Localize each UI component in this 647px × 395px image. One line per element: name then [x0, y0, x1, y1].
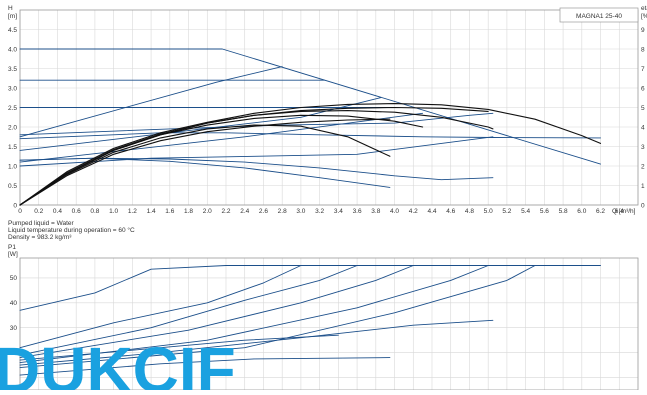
y2-axis-unit: [%]	[641, 13, 647, 20]
x-tick-label: 5.0	[484, 208, 493, 215]
x-tick-label: 3.8	[371, 208, 380, 215]
y-tick-label: 3.0	[8, 85, 17, 92]
power-curve-3	[19, 265, 358, 356]
x-tick-label: 1.0	[109, 208, 118, 215]
x-tick-label: 1.4	[147, 208, 156, 215]
y2-axis-label: eta	[641, 5, 647, 12]
x-tick-label: 4.2	[409, 208, 418, 215]
x-tick-label: 1.2	[128, 208, 137, 215]
y-tick-label: 3.5	[8, 66, 17, 73]
y2-tick-label: 4	[641, 124, 645, 131]
head-curve-8	[19, 136, 494, 167]
x-tick-label: 2.0	[203, 208, 212, 215]
note-liquid-temperature: Liquid temperature during operation = 60…	[8, 226, 135, 234]
head-curve-6	[19, 112, 424, 163]
y-tick-label: 0	[13, 202, 17, 209]
x-tick-label: 5.8	[559, 208, 568, 215]
watermark-logo: DUKCIF	[0, 334, 236, 390]
p1-axis-unit: [W]	[8, 251, 18, 258]
y2-tick-label: 0	[641, 202, 645, 209]
p1-tick-label: 40	[10, 300, 18, 307]
y-axis-label: H	[8, 5, 13, 12]
x-tick-label: 1.6	[165, 208, 174, 215]
power-curve-5	[19, 265, 489, 364]
note-pumped-liquid: Pumped liquid = Water	[8, 220, 75, 227]
x-tick-label: 5.4	[521, 208, 530, 215]
y-axis-unit: [m]	[8, 13, 17, 20]
x-tick-label: 6.4	[615, 208, 624, 215]
x-tick-label: 0.6	[72, 208, 81, 215]
head-curve-15	[19, 124, 391, 206]
series-layer	[19, 48, 602, 376]
x-tick-label: 2.2	[221, 208, 230, 215]
y-tick-label: 2.5	[8, 105, 17, 112]
x-tick-label: 2.4	[240, 208, 249, 215]
x-tick-label: 0	[18, 208, 22, 215]
x-tick-label: 2.6	[259, 208, 268, 215]
x-tick-label: 6.0	[577, 208, 586, 215]
y2-tick-label: 3	[641, 144, 645, 151]
p1-tick-label: 30	[10, 325, 18, 332]
legend-box	[559, 7, 639, 23]
y2-tick-label: 9	[641, 27, 645, 34]
x-tick-label: 4.6	[446, 208, 455, 215]
y-tick-label: 0.5	[8, 183, 17, 190]
y-tick-label: 4.0	[8, 46, 17, 53]
head-curve-14	[19, 114, 424, 206]
x-tick-label: 4.8	[465, 208, 474, 215]
power-curve-8	[19, 357, 391, 376]
x-tick-label: 4.4	[427, 208, 436, 215]
x-tick-label: 2.8	[278, 208, 287, 215]
power-curve-4	[19, 265, 414, 359]
x-tick-label: 6.2	[596, 208, 605, 215]
y2-tick-label: 7	[641, 66, 645, 73]
note-density: Density = 983.2 kg/m³	[8, 234, 72, 241]
y2-tick-label: 8	[641, 46, 645, 53]
x-tick-label: 3.0	[296, 208, 305, 215]
x-tick-label: 0.8	[90, 208, 99, 215]
y-tick-label: 2.0	[8, 124, 17, 131]
p1-axis-label: P1	[8, 244, 16, 251]
head-curve-2	[19, 66, 283, 138]
head-curve-10	[19, 157, 391, 188]
head-curve-17	[19, 106, 489, 206]
y2-tick-label: 6	[641, 85, 645, 92]
power-curve-9	[19, 334, 339, 361]
power-curve-7	[19, 319, 494, 366]
x-tick-label: 3.6	[353, 208, 362, 215]
x-tick-label: 0.2	[34, 208, 43, 215]
y2-tick-label: 5	[641, 105, 645, 112]
x-tick-label: 3.4	[334, 208, 343, 215]
y2-tick-label: 1	[641, 183, 645, 190]
x-tick-label: 5.6	[540, 208, 549, 215]
head-curve-11	[19, 112, 494, 136]
x-tick-label: 4.0	[390, 208, 399, 215]
p1-tick-label: 50	[10, 275, 18, 282]
p1-tick-label: 20	[10, 350, 18, 357]
x-tick-label: 0.4	[53, 208, 62, 215]
head-curve-7	[19, 132, 601, 140]
head-curve-1	[19, 48, 601, 165]
x-axis-label: Q [m³/h]	[612, 208, 636, 215]
power-curve-6	[19, 265, 536, 369]
y-tick-label: 4.5	[8, 27, 17, 34]
grid-layer	[19, 9, 639, 391]
y-tick-label: 1.0	[8, 163, 17, 170]
x-tick-label: 5.2	[502, 208, 511, 215]
power-curve-1	[19, 265, 601, 311]
x-tick-label: 1.8	[184, 208, 193, 215]
head-curve-16	[19, 118, 391, 206]
power-curve-2	[19, 265, 302, 349]
y-tick-label: 1.5	[8, 144, 17, 151]
text-layer: 0 0.2 0.4 0.6 0.8 1.0 1.2 1.4 1.6 1.8 2.0 2.2 2.4 2.6…	[8, 27, 645, 357]
y2-tick-label: 2	[641, 163, 645, 170]
x-tick-label: 3.2	[315, 208, 324, 215]
legend-label: MAGNA1 25-40	[576, 13, 622, 20]
head-curve-12	[19, 103, 602, 206]
